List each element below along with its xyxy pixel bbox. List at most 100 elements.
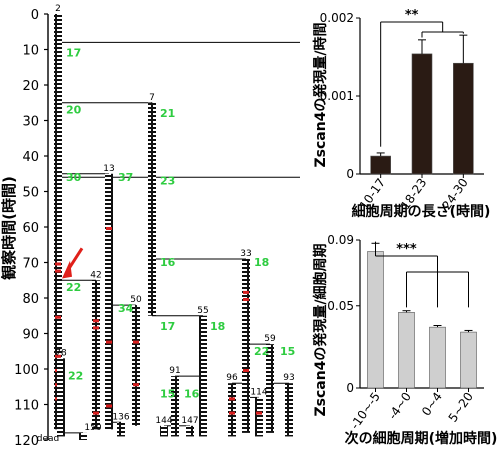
red-arrow-head xyxy=(62,260,72,279)
lineage-y-tick-label: 60 xyxy=(22,221,39,236)
cell-bar xyxy=(171,376,179,437)
lineage-y-tick-label: 100 xyxy=(14,363,39,378)
cell-bar xyxy=(242,258,250,433)
cycle-length-label: 15 xyxy=(280,345,295,358)
cell-id-label: 136 xyxy=(112,412,129,422)
lineage-tree-chart: 観察時間(時間) dead 01020304050607080901001101… xyxy=(0,4,300,449)
cycle-length-label: 22 xyxy=(66,281,81,294)
cell-id-label: 50 xyxy=(130,295,142,305)
cell-id-label: 147 xyxy=(181,416,198,426)
bar-x-tick-label: 0~4 xyxy=(419,390,445,419)
chart1-y-axis-label: Zscan4の発現量/時間 xyxy=(312,22,329,167)
lineage-y-tick-label: 70 xyxy=(22,257,39,272)
cell-bar xyxy=(199,315,207,437)
bar-y-tick-label: 0.09 xyxy=(327,233,354,247)
expression-mark xyxy=(229,411,235,415)
cell-id-label: 42 xyxy=(90,270,101,280)
cell-bar xyxy=(186,425,194,437)
cell-bar xyxy=(79,432,87,440)
expression-mark xyxy=(229,397,235,401)
cycle-length-label: 30 xyxy=(66,171,82,184)
cell-id-label: 96 xyxy=(226,373,238,383)
cell-id-label: 55 xyxy=(197,306,208,316)
expression-mark xyxy=(106,340,112,344)
bar xyxy=(429,326,446,389)
bar-x-tick-label: -4~0 xyxy=(385,390,413,422)
cycle-length-label: 17 xyxy=(160,320,175,333)
lineage-y-tick-label: 120 xyxy=(14,434,39,449)
cycle-length-label: 22 xyxy=(254,345,269,358)
lineage-y-tick-label: 0 xyxy=(31,8,39,23)
cycle-length-label: 18 xyxy=(254,256,269,269)
bar xyxy=(460,331,477,389)
bar-y-tick-label: 0 xyxy=(346,381,354,395)
expression-mark xyxy=(55,315,61,319)
bar xyxy=(398,312,415,389)
cycle-length-label: 16 xyxy=(160,256,176,269)
cell-bar xyxy=(285,383,293,437)
bar xyxy=(367,251,384,389)
bar-y-tick-label: 0 xyxy=(346,167,354,181)
cell-id-label: 93 xyxy=(283,373,294,383)
cell-bar xyxy=(105,173,113,430)
cycle-length-label: 17 xyxy=(66,47,81,60)
expression-mark xyxy=(243,369,249,372)
expression-mark xyxy=(133,340,139,344)
cell-id-label: 144 xyxy=(155,416,172,426)
bar xyxy=(453,62,474,175)
lineage-y-tick-label: 20 xyxy=(22,79,39,94)
lineage-y-axis-label: 観察時間(時間) xyxy=(0,176,18,280)
lineage-y-tick-label: 50 xyxy=(22,186,39,201)
cell-id-label: 150 xyxy=(84,423,101,433)
expression-mark xyxy=(133,383,139,387)
expression-mark xyxy=(243,298,249,301)
cell-id-label: 2 xyxy=(55,4,61,14)
cell-id-label: 91 xyxy=(169,366,180,376)
chart2-y-axis-label: Zscan4の発現量/細胞周期 xyxy=(312,243,329,416)
cell-bar xyxy=(57,358,65,437)
cell-id-label: 13 xyxy=(103,164,114,174)
lineage-y-tick-label: 30 xyxy=(22,115,39,130)
cycle-length-label: 21 xyxy=(160,107,175,120)
expression-mark xyxy=(243,290,249,294)
next-cell-cycle-bar-chart: Zscan4の発現量/細胞周期 次の細胞周期(増加時間) 0 0.05 0.09 -1… xyxy=(312,233,497,447)
bar-y-tick-label: 0.001 xyxy=(320,89,354,103)
cell-bar xyxy=(148,102,156,316)
cell-bar xyxy=(132,305,140,426)
cell-bar xyxy=(160,425,168,437)
cell-id-label: 114 xyxy=(250,387,267,397)
significance-marker: *** xyxy=(396,242,417,257)
lineage-y-tick-label: 110 xyxy=(14,399,39,414)
lineage-y-tick-label: 90 xyxy=(22,328,39,343)
cell-bar xyxy=(255,397,263,437)
cycle-length-label: 34 xyxy=(118,302,134,315)
cell-bar xyxy=(92,280,100,430)
cycle-length-label: 16 xyxy=(184,387,200,400)
significance-marker: ** xyxy=(405,8,419,23)
bar xyxy=(370,155,391,175)
lineage-y-tick-label: 80 xyxy=(22,292,39,307)
cycle-length-label: 22 xyxy=(68,370,83,383)
lineage-y-tick-label: 10 xyxy=(22,44,39,59)
cycle-length-label: 37 xyxy=(118,171,133,184)
cell-cycle-length-bar-chart: Zscan4の発現量/時間 細胞周期の長さ(時間) 00.0010.00210-… xyxy=(312,8,490,220)
expression-mark xyxy=(93,411,99,415)
bar-x-tick-label: -10~-5 xyxy=(348,390,383,432)
expression-mark xyxy=(55,269,61,273)
expression-mark xyxy=(55,354,61,358)
cell-bar xyxy=(117,422,125,437)
cell-id-label: 7 xyxy=(149,93,155,103)
lineage-y-tick-label: 40 xyxy=(22,150,39,165)
cell-id-label: 78 xyxy=(55,348,67,358)
cell-bar xyxy=(54,14,62,430)
expression-mark xyxy=(93,319,99,323)
cycle-length-label: 23 xyxy=(160,174,175,187)
cell-bar xyxy=(266,344,274,433)
cell-id-label: 59 xyxy=(264,334,276,344)
cycle-length-label: 18 xyxy=(210,320,225,333)
expression-mark xyxy=(55,262,61,266)
cell-id-label: 33 xyxy=(240,249,251,259)
expression-mark xyxy=(106,404,112,408)
